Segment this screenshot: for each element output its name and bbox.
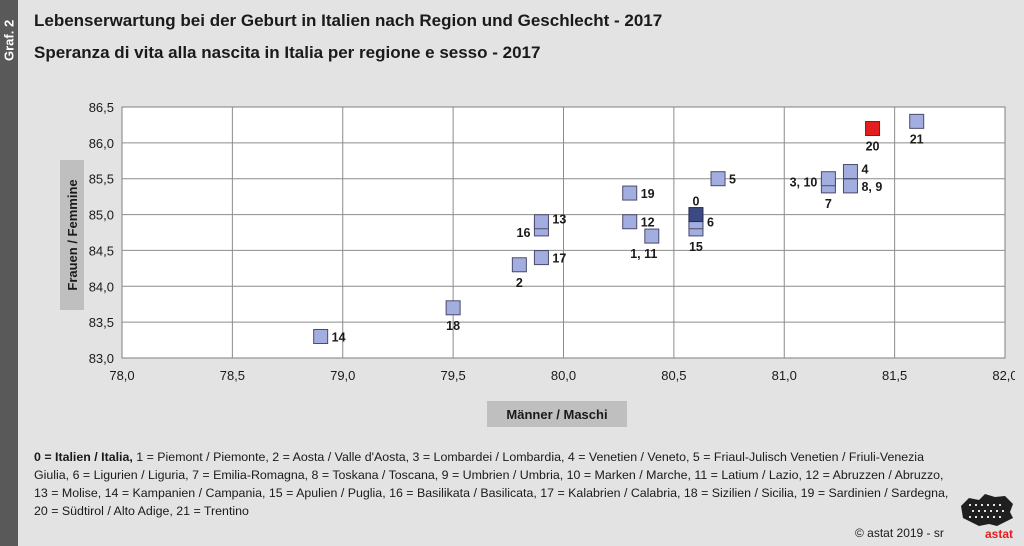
data-point-marker [622, 185, 638, 201]
data-point-marker [313, 328, 329, 344]
data-point-label: 8, 9 [861, 180, 882, 194]
data-point-marker [909, 113, 925, 129]
data-point-label: 17 [552, 252, 566, 266]
y-axis-label: Frauen / Femmine [65, 179, 80, 290]
x-tick-label: 78,5 [220, 368, 245, 383]
data-point-label: 12 [641, 216, 655, 230]
data-point-marker [644, 228, 660, 244]
x-tick-label: 78,0 [109, 368, 134, 383]
data-point-marker [820, 171, 836, 187]
data-point-label: 15 [689, 240, 703, 254]
graph-number-label: Graf. 2 [1, 19, 17, 61]
y-tick-label: 84,0 [89, 279, 114, 294]
x-axis-label-box [487, 401, 627, 427]
y-tick-label: 83,0 [89, 351, 114, 366]
data-point-label: 14 [332, 330, 346, 344]
data-point-marker [710, 171, 726, 187]
data-point-marker [842, 178, 858, 194]
data-point-label: 6 [707, 216, 714, 230]
data-point-label: 1, 11 [630, 247, 657, 261]
x-tick-label: 80,0 [551, 368, 576, 383]
x-tick-label: 79,0 [330, 368, 355, 383]
y-axis-label-box [60, 160, 84, 310]
y-tick-label: 83,5 [89, 315, 114, 330]
title-italian: Speranza di vita alla nascita in Italia … [34, 43, 541, 62]
data-point-label: 3, 10 [790, 176, 818, 190]
data-point-marker [842, 164, 858, 180]
south-tyrol-map-icon: astat [961, 494, 1013, 540]
data-point-label: 5 [729, 173, 736, 187]
data-point-marker [688, 207, 704, 223]
copyright-credit: © astat 2019 - sr [855, 526, 944, 540]
data-point-label: 4 [861, 163, 868, 177]
data-point-label: 20 [866, 140, 880, 154]
data-point-label: 2 [516, 276, 523, 290]
data-point-marker [511, 257, 527, 273]
y-tick-label: 86,0 [89, 136, 114, 151]
x-axis-label: Männer / Maschi [506, 407, 607, 422]
title-german: Lebenserwartung bei der Geburt in Italie… [34, 11, 663, 30]
data-point-marker [865, 121, 881, 137]
data-point-label: 19 [641, 187, 655, 201]
logo-text: astat [985, 527, 1013, 540]
x-tick-label: 80,5 [661, 368, 686, 383]
scatter-chart: 78,0 78,5 79,0 79,5 80,0 80,5 81,0 81,5 82,0 83,0… [60, 100, 1015, 427]
data-point-marker [445, 300, 461, 316]
y-tick-label: 85,0 [89, 208, 114, 223]
y-tick-label: 86,5 [89, 100, 114, 115]
footnote-italy: 0 = Italien / Italia, [34, 450, 133, 464]
data-point-label: 21 [910, 132, 924, 146]
data-point-label: 18 [446, 319, 460, 333]
sidebar: Graf. 2 [0, 0, 18, 546]
data-point-marker [533, 214, 549, 230]
x-tick-label: 82,0 [992, 368, 1015, 383]
legend-footnote: 0 = Italien / Italia, 1 = Piemont / Piem… [34, 448, 959, 520]
data-point-marker [533, 250, 549, 266]
x-tick-label: 81,5 [882, 368, 907, 383]
y-tick-label: 85,5 [89, 172, 114, 187]
y-tick-label: 84,5 [89, 243, 114, 258]
data-point-marker [622, 214, 638, 230]
data-point-label: 13 [552, 213, 566, 227]
footnote-regions: 1 = Piemont / Piemonte, 2 = Aosta / Vall… [34, 450, 949, 518]
x-tick-label: 81,0 [772, 368, 797, 383]
data-point-label: 7 [825, 197, 832, 211]
x-tick-label: 79,5 [440, 368, 465, 383]
data-point-label: 0 [692, 195, 699, 209]
data-point-label: 16 [517, 226, 531, 240]
